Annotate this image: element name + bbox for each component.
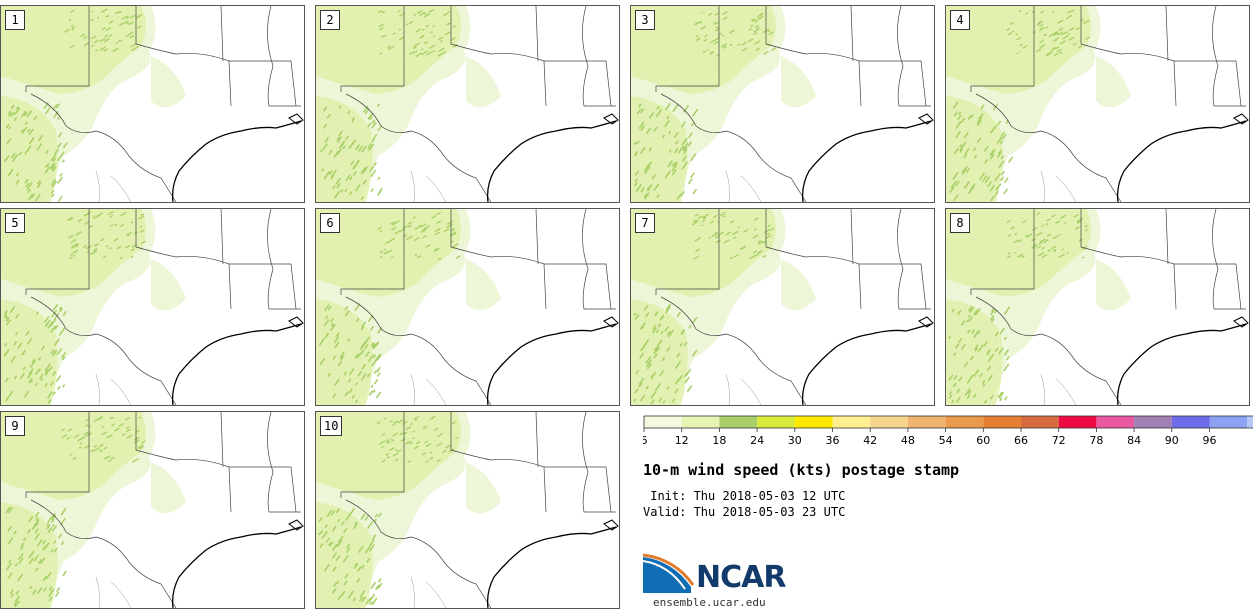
ensemble-member-panel: 7: [630, 208, 935, 406]
valid-time: Valid: Thu 2018-05-03 23 UTC: [643, 505, 846, 519]
wind-speed-colorbar: 6 12 18 24 30 36 42 48 54 60 66 72 78 84 90 96: [643, 415, 1253, 447]
colorbar-tick-label: 78: [1089, 434, 1103, 447]
ensemble-member-panel: 8: [945, 208, 1250, 406]
colorbar-swatch: [1247, 416, 1253, 428]
colorbar-tick-label: 24: [750, 434, 764, 447]
member-number-label: 3: [635, 10, 655, 30]
ensemble-member-panel: 3: [630, 5, 935, 203]
ensemble-member-panel: 1: [0, 5, 305, 203]
colorbar-swatch: [719, 416, 758, 428]
colorbar-swatch: [681, 416, 720, 428]
colorbar-tick-label: 66: [1014, 434, 1028, 447]
colorbar-swatch: [1021, 416, 1059, 428]
ncar-logo-icon: [643, 553, 695, 593]
wind-speed-map: [946, 209, 1249, 405]
init-time: Init: Thu 2018-05-03 12 UTC: [643, 489, 846, 503]
wind-speed-map: [631, 209, 934, 405]
colorbar-swatch: [1171, 416, 1210, 428]
ensemble-member-panel: 10: [315, 411, 620, 609]
member-number-label: 1: [5, 10, 25, 30]
logo-text: NCAR: [696, 560, 786, 595]
ensemble-member-panel: 6: [315, 208, 620, 406]
wind-speed-map: [1, 209, 304, 405]
colorbar-swatch: [1096, 416, 1135, 428]
colorbar-swatch: [1209, 416, 1248, 428]
member-number-label: 7: [635, 213, 655, 233]
colorbar-tick-label: 60: [976, 434, 990, 447]
colorbar-swatch: [907, 416, 946, 428]
wind-speed-map: [316, 209, 619, 405]
colorbar-tick-label: 6: [643, 434, 648, 447]
colorbar-swatch: [794, 416, 833, 428]
wind-speed-map: [316, 6, 619, 202]
colorbar-tick-label: 72: [1052, 434, 1066, 447]
colorbar-swatch: [832, 416, 871, 428]
colorbar-tick-label: 12: [675, 434, 689, 447]
colorbar-tick-label: 36: [826, 434, 840, 447]
colorbar-swatch: [644, 416, 682, 428]
wind-speed-map: [631, 6, 934, 202]
member-number-label: 9: [5, 416, 25, 436]
member-number-label: 8: [950, 213, 970, 233]
colorbar-tick-label: 42: [863, 434, 877, 447]
colorbar-tick-label: 96: [1203, 434, 1217, 447]
ensemble-member-panel: 5: [0, 208, 305, 406]
wind-speed-map: [946, 6, 1249, 202]
colorbar-swatch: [945, 416, 984, 428]
colorbar-tick-label: 30: [788, 434, 802, 447]
ensemble-member-panel: 2: [315, 5, 620, 203]
member-number-label: 6: [320, 213, 340, 233]
wind-speed-map: [316, 412, 619, 608]
chart-title: 10-m wind speed (kts) postage stamp: [643, 461, 960, 479]
colorbar-tick-label: 90: [1165, 434, 1179, 447]
ensemble-member-panel: 9: [0, 411, 305, 609]
colorbar-frame: [643, 415, 1253, 429]
colorbar-swatch: [1134, 416, 1172, 428]
colorbar-tick-label: 54: [939, 434, 953, 447]
colorbar-tick-label: 84: [1127, 434, 1141, 447]
member-number-label: 5: [5, 213, 25, 233]
wind-speed-map: [1, 6, 304, 202]
member-number-label: 4: [950, 10, 970, 30]
colorbar-tick-label: 18: [712, 434, 726, 447]
colorbar-tick-label: 48: [901, 434, 915, 447]
colorbar-swatch: [870, 416, 908, 428]
colorbar-swatch: [757, 416, 795, 428]
site-url: ensemble.ucar.edu: [653, 596, 766, 609]
member-number-label: 10: [320, 416, 343, 436]
wind-speed-map: [1, 412, 304, 608]
colorbar-swatch: [983, 416, 1021, 428]
member-number-label: 2: [320, 10, 340, 30]
colorbar-swatch: [1058, 416, 1097, 428]
ensemble-member-panel: 4: [945, 5, 1250, 203]
